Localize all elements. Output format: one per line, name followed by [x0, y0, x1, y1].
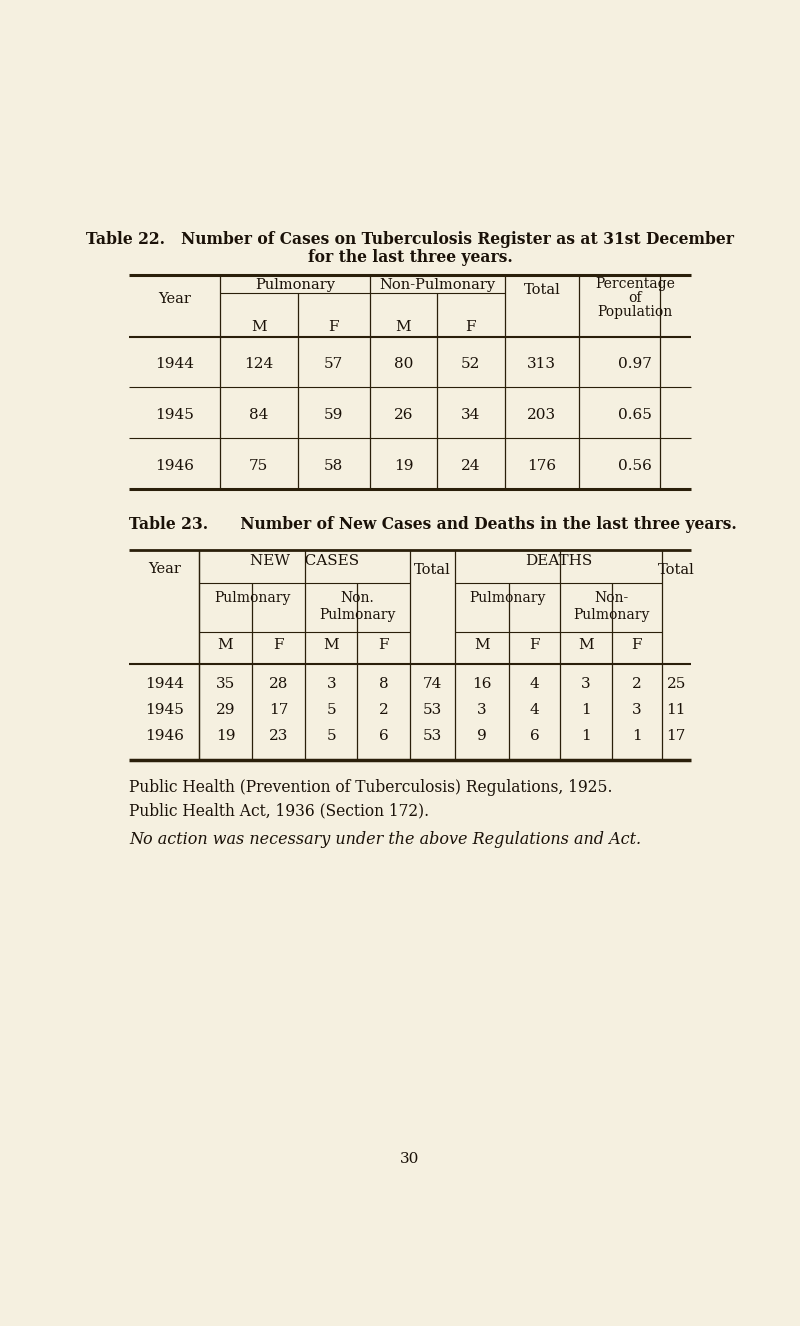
Text: F: F [329, 320, 339, 334]
Text: 1946: 1946 [155, 459, 194, 472]
Text: 9: 9 [477, 729, 487, 743]
Text: Public Health (Prevention of Tuberculosis) Regulations, 1925.: Public Health (Prevention of Tuberculosi… [130, 778, 613, 796]
Text: 74: 74 [422, 678, 442, 691]
Text: 25: 25 [666, 678, 686, 691]
Text: Pulmonary: Pulmonary [573, 607, 650, 622]
Text: 3: 3 [632, 703, 642, 717]
Text: Year: Year [148, 562, 181, 575]
Text: 1: 1 [581, 729, 590, 743]
Text: 0.65: 0.65 [618, 408, 652, 422]
Text: 84: 84 [249, 408, 269, 422]
Text: 6: 6 [378, 729, 389, 743]
Text: 3: 3 [581, 678, 590, 691]
Text: 28: 28 [269, 678, 288, 691]
Text: 203: 203 [527, 408, 556, 422]
Text: Pulmonary: Pulmonary [255, 278, 335, 293]
Text: 0.56: 0.56 [618, 459, 652, 472]
Text: Non.: Non. [341, 591, 374, 605]
Text: 59: 59 [324, 408, 343, 422]
Text: 19: 19 [394, 459, 413, 472]
Text: 6: 6 [530, 729, 540, 743]
Text: Pulmonary: Pulmonary [470, 591, 546, 605]
Text: Pulmonary: Pulmonary [319, 607, 396, 622]
Text: 23: 23 [269, 729, 288, 743]
Text: 53: 53 [423, 703, 442, 717]
Text: 80: 80 [394, 357, 413, 371]
Text: NEW   CASES: NEW CASES [250, 554, 359, 568]
Text: 11: 11 [666, 703, 686, 717]
Text: 17: 17 [269, 703, 288, 717]
Text: 5: 5 [326, 703, 336, 717]
Text: 16: 16 [472, 678, 492, 691]
Text: 1945: 1945 [145, 703, 184, 717]
Text: No action was necessary under the above Regulations and Act.: No action was necessary under the above … [130, 831, 642, 849]
Text: 1944: 1944 [145, 678, 184, 691]
Text: 26: 26 [394, 408, 413, 422]
Text: Table 23.      Number of New Cases and Deaths in the last three years.: Table 23. Number of New Cases and Deaths… [130, 516, 738, 533]
Text: F: F [631, 638, 642, 652]
Text: Pulmonary: Pulmonary [214, 591, 290, 605]
Text: 1944: 1944 [155, 357, 194, 371]
Text: 124: 124 [244, 357, 274, 371]
Text: 75: 75 [250, 459, 269, 472]
Text: 17: 17 [666, 729, 686, 743]
Text: M: M [251, 320, 266, 334]
Text: Total: Total [414, 564, 451, 577]
Text: F: F [378, 638, 389, 652]
Text: DEATHS: DEATHS [525, 554, 592, 568]
Text: for the last three years.: for the last three years. [308, 249, 512, 267]
Text: F: F [466, 320, 476, 334]
Text: M: M [578, 638, 594, 652]
Text: 1: 1 [632, 729, 642, 743]
Text: 2: 2 [632, 678, 642, 691]
Text: M: M [474, 638, 490, 652]
Text: 30: 30 [400, 1151, 420, 1166]
Text: 3: 3 [326, 678, 336, 691]
Text: M: M [218, 638, 234, 652]
Text: 29: 29 [216, 703, 235, 717]
Text: 176: 176 [527, 459, 556, 472]
Text: Population: Population [597, 305, 672, 318]
Text: 58: 58 [324, 459, 343, 472]
Text: 3: 3 [478, 703, 487, 717]
Text: 1945: 1945 [155, 408, 194, 422]
Text: F: F [274, 638, 284, 652]
Text: 24: 24 [461, 459, 481, 472]
Text: Public Health Act, 1936 (Section 172).: Public Health Act, 1936 (Section 172). [130, 802, 430, 819]
Text: 4: 4 [530, 678, 540, 691]
Text: 19: 19 [216, 729, 235, 743]
Text: 8: 8 [379, 678, 389, 691]
Text: Non-: Non- [594, 591, 628, 605]
Text: Percentage: Percentage [595, 277, 674, 290]
Text: F: F [530, 638, 540, 652]
Text: 34: 34 [461, 408, 481, 422]
Text: Total: Total [658, 564, 694, 577]
Text: 4: 4 [530, 703, 540, 717]
Text: M: M [396, 320, 411, 334]
Text: 313: 313 [527, 357, 556, 371]
Text: Total: Total [523, 282, 560, 297]
Text: 1946: 1946 [145, 729, 184, 743]
Text: 1: 1 [581, 703, 590, 717]
Text: 2: 2 [378, 703, 389, 717]
Text: Table 22.   Number of Cases on Tuberculosis Register as at 31st December: Table 22. Number of Cases on Tuberculosi… [86, 231, 734, 248]
Text: 52: 52 [461, 357, 481, 371]
Text: Non-Pulmonary: Non-Pulmonary [379, 278, 495, 293]
Text: 53: 53 [423, 729, 442, 743]
Text: of: of [628, 290, 642, 305]
Text: 57: 57 [324, 357, 343, 371]
Text: 0.97: 0.97 [618, 357, 652, 371]
Text: 35: 35 [216, 678, 235, 691]
Text: 5: 5 [326, 729, 336, 743]
Text: Year: Year [158, 292, 191, 306]
Text: M: M [323, 638, 339, 652]
